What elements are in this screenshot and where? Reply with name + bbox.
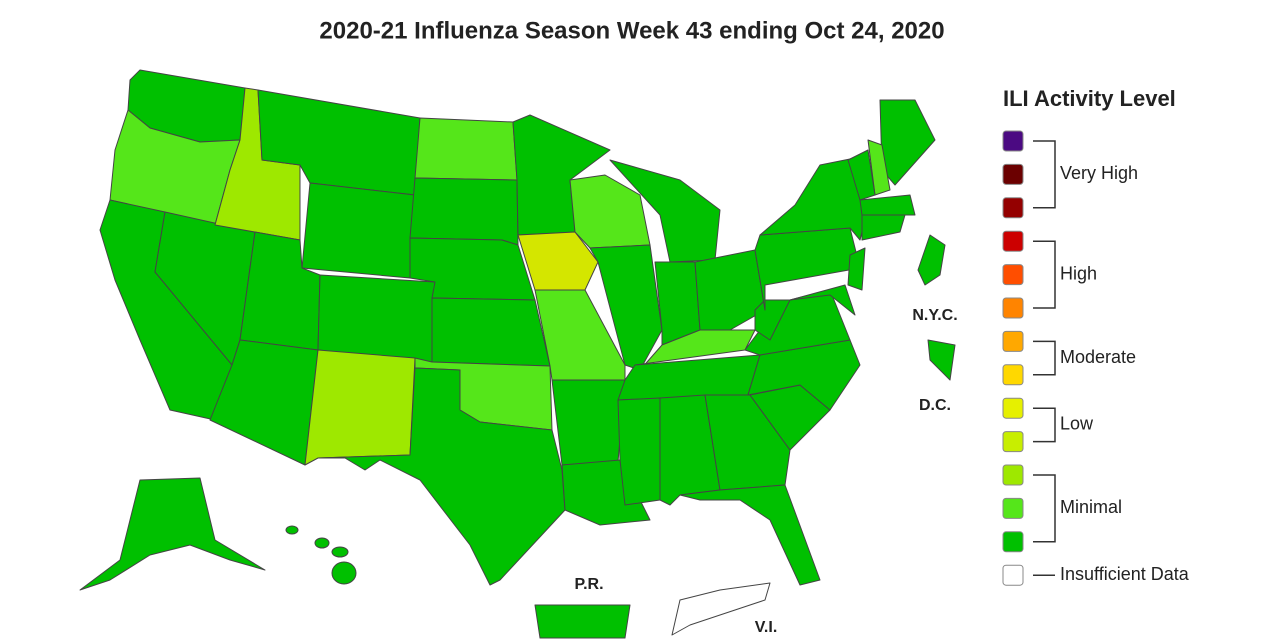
legend-bracket xyxy=(1033,474,1056,543)
legend-bracket xyxy=(1033,340,1056,376)
dc-region xyxy=(927,339,956,381)
legend-label: Low xyxy=(1060,414,1094,434)
legend-swatch xyxy=(1002,564,1024,586)
state xyxy=(879,99,936,186)
map-label: P.R. xyxy=(574,576,603,593)
legend-bracket xyxy=(1033,240,1056,309)
state xyxy=(414,117,518,181)
state xyxy=(704,394,791,491)
state xyxy=(301,182,416,279)
legend-label: High xyxy=(1060,263,1097,283)
state xyxy=(431,297,551,367)
nyc-region xyxy=(917,234,946,286)
legend-swatch xyxy=(1002,531,1024,553)
map-label: D.C. xyxy=(919,397,951,414)
legend-label: Minimal xyxy=(1060,497,1122,517)
state xyxy=(331,561,357,585)
state xyxy=(209,339,319,466)
legend-swatch xyxy=(1002,397,1024,419)
state xyxy=(859,194,916,216)
legend-label: Very High xyxy=(1060,163,1138,183)
legend-label: Moderate xyxy=(1060,347,1136,367)
map-label: V.I. xyxy=(755,619,778,636)
legend-swatch xyxy=(1002,431,1024,453)
state xyxy=(551,379,626,466)
state xyxy=(867,139,891,196)
state xyxy=(679,484,821,586)
legend-swatch xyxy=(1002,197,1024,219)
state xyxy=(409,177,519,246)
vi-region xyxy=(671,582,771,636)
legend-swatch xyxy=(1002,163,1024,185)
legend-swatch xyxy=(1002,364,1024,386)
legend-swatch xyxy=(1002,464,1024,486)
state xyxy=(285,525,299,535)
title: 2020-21 Influenza Season Week 43 ending … xyxy=(319,17,944,44)
legend-swatch xyxy=(1002,264,1024,286)
state xyxy=(847,247,866,291)
state xyxy=(331,546,349,558)
legend-swatch xyxy=(1002,330,1024,352)
legend-swatch xyxy=(1002,130,1024,152)
map-label: N.Y.C. xyxy=(912,307,957,324)
state xyxy=(861,214,906,241)
legend-bracket xyxy=(1033,140,1056,209)
us-map xyxy=(79,69,956,639)
legend-swatch xyxy=(1002,230,1024,252)
legend: Very High High Moderate Low Minimal Insuffici… xyxy=(1002,130,1190,586)
state xyxy=(79,477,266,591)
state xyxy=(317,367,566,586)
state xyxy=(694,249,766,331)
state xyxy=(634,329,756,371)
state xyxy=(317,274,436,363)
state xyxy=(517,231,599,291)
legend-title: ILI Activity Level xyxy=(1003,86,1176,111)
state xyxy=(847,149,876,201)
pr-region xyxy=(534,604,631,639)
legend-label: Insufficient Data xyxy=(1060,564,1190,584)
legend-swatch xyxy=(1002,297,1024,319)
state xyxy=(789,284,856,316)
legend-swatch xyxy=(1002,497,1024,519)
legend-bracket xyxy=(1033,407,1056,443)
state xyxy=(314,537,330,549)
state xyxy=(617,397,661,506)
state xyxy=(304,349,416,466)
state xyxy=(759,157,866,241)
